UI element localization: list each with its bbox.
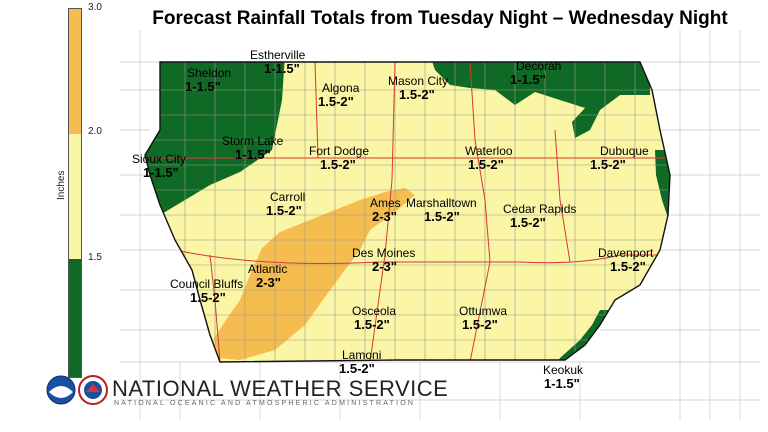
county-lines: [145, 62, 670, 362]
city-name-decorah: Decorah: [516, 59, 561, 73]
map-title: Forecast Rainfall Totals from Tuesday Ni…: [152, 8, 728, 29]
city-amount-fort-dodge: 1.5-2": [320, 157, 356, 172]
city-amount-lamoni: 1.5-2": [339, 361, 375, 376]
city-name-waterloo: Waterloo: [465, 144, 513, 158]
city-name-mason-city: Mason City: [388, 74, 448, 88]
city-amount-marshalltown: 1.5-2": [424, 209, 460, 224]
nws-logo-icon: [78, 375, 108, 405]
legend-tick-3: 3.0: [88, 2, 102, 13]
city-name-keokuk: Keokuk: [543, 363, 584, 377]
city-name-ames: Ames: [370, 196, 401, 210]
green-zone-northwest: [145, 62, 285, 215]
legend-color-bar: [68, 8, 82, 378]
legend-segment-mid: [69, 134, 81, 260]
city-amount-des-moines: 2-3": [372, 259, 397, 274]
city-name-sheldon: Sheldon: [187, 66, 231, 80]
city-name-sioux-city: Sioux City: [132, 152, 186, 166]
city-name-algona: Algona: [322, 81, 360, 95]
city-name-osceola: Osceola: [352, 304, 396, 318]
city-name-fort-dodge: Fort Dodge: [309, 144, 369, 158]
city-name-ottumwa: Ottumwa: [459, 304, 507, 318]
city-amount-ottumwa: 1.5-2": [462, 317, 498, 332]
city-name-dubuque: Dubuque: [600, 144, 649, 158]
city-amount-cedar-rapids: 1.5-2": [510, 215, 546, 230]
city-amount-keokuk: 1-1.5": [544, 376, 580, 391]
legend-tick-2: 2.0: [88, 126, 102, 137]
city-name-des-moines: Des Moines: [352, 246, 415, 260]
city-name-cedar-rapids: Cedar Rapids: [503, 202, 576, 216]
legend-segment-low: [69, 259, 81, 377]
city-amount-davenport: 1.5-2": [610, 259, 646, 274]
city-name-davenport: Davenport: [598, 246, 654, 260]
logo-group: [45, 372, 109, 413]
city-amount-mason-city: 1.5-2": [399, 87, 435, 102]
city-name-storm-lake: Storm Lake: [222, 134, 284, 148]
city-name-atlantic: Atlantic: [248, 262, 287, 276]
city-amount-dubuque: 1.5-2": [590, 157, 626, 172]
city-labels: Estherville 1-1.5" Sheldon 1-1.5" Algona…: [132, 48, 654, 391]
city-name-carroll: Carroll: [270, 190, 305, 204]
city-amount-algona: 1.5-2": [318, 94, 354, 109]
city-amount-ames: 2-3": [372, 209, 397, 224]
city-amount-storm-lake: 1-1.5": [235, 147, 271, 162]
city-name-council-bluffs: Council Bluffs: [170, 277, 243, 291]
green-zone-east-edge: [655, 150, 670, 230]
city-amount-carroll: 1.5-2": [266, 203, 302, 218]
interstate-highways: [150, 62, 670, 362]
city-amount-waterloo: 1.5-2": [468, 157, 504, 172]
legend-tick-1-5: 1.5: [88, 252, 102, 263]
noaa-logo-icon: [46, 375, 76, 405]
agency-subtitle: NATIONAL OCEANIC AND ATMOSPHERIC ADMINIS…: [114, 400, 416, 407]
legend-segment-high: [69, 9, 81, 135]
agency-name: NATIONAL WEATHER SERVICE: [112, 376, 449, 401]
city-amount-estherville: 1-1.5": [264, 61, 300, 76]
surrounding-county-lines: [120, 30, 760, 420]
city-name-marshalltown: Marshalltown: [406, 196, 477, 210]
iowa-state-outline: [144, 61, 671, 363]
city-amount-sheldon: 1-1.5": [185, 79, 221, 94]
city-amount-sioux-city: 1-1.5": [143, 165, 179, 180]
city-name-lamoni: Lamoni: [342, 348, 381, 362]
city-amount-atlantic: 2-3": [256, 275, 281, 290]
city-amount-council-bluffs: 1.5-2": [190, 290, 226, 305]
city-amount-decorah: 1-1.5": [510, 72, 546, 87]
city-name-estherville: Estherville: [250, 48, 306, 62]
city-amount-osceola: 1.5-2": [354, 317, 390, 332]
